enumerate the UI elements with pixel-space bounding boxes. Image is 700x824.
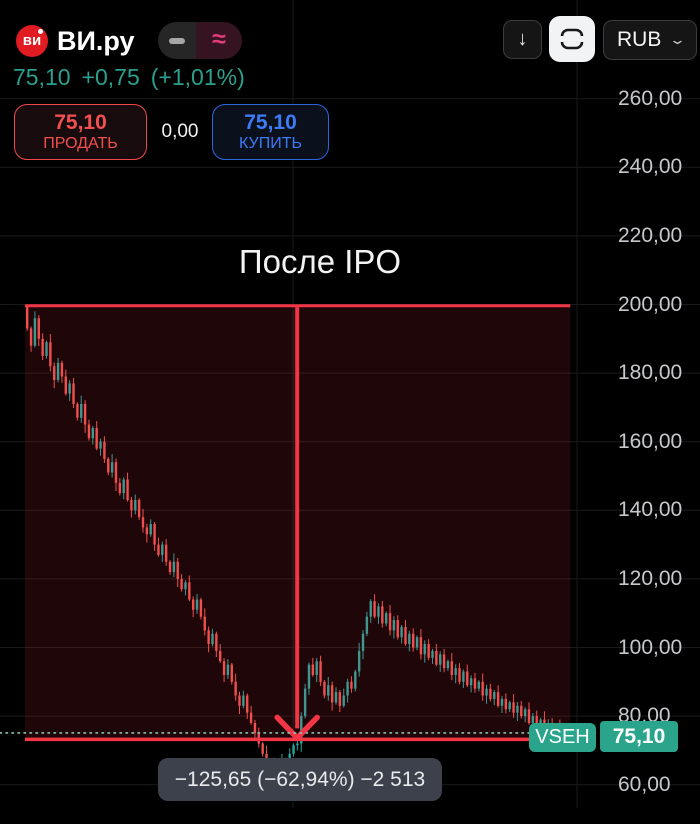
sell-button[interactable]: 75,10 ПРОДАТЬ xyxy=(14,104,147,160)
current-price-tag: 75,10 xyxy=(600,721,678,752)
measurement-tooltip: −125,65 (−62,94%) −2 513 xyxy=(158,758,442,801)
toggle-line-option[interactable] xyxy=(158,22,196,59)
quote-row: 75,10 +0,75 (+1,01%) xyxy=(13,64,245,91)
measure-arrow-icon xyxy=(274,714,320,741)
y-axis-label: 220,00 xyxy=(618,223,683,247)
fullscreen-button[interactable] xyxy=(549,16,595,62)
buy-label: КУПИТЬ xyxy=(239,134,302,152)
price-change: +0,75 xyxy=(81,64,140,90)
y-axis-label: 160,00 xyxy=(618,429,683,453)
spread-value: 0,00 xyxy=(161,121,199,142)
approx-icon: ≈ xyxy=(212,24,226,53)
last-price: 75,10 xyxy=(13,64,71,90)
toggle-wave-option[interactable]: ≈ xyxy=(196,22,242,59)
logo-dot-icon xyxy=(38,29,43,34)
y-axis-label: 200,00 xyxy=(618,292,683,316)
logo-text: ви xyxy=(22,32,42,49)
dash-icon xyxy=(169,37,185,44)
chart-annotation-title: После IPO xyxy=(238,243,402,280)
chart-style-toggle[interactable]: ≈ xyxy=(158,22,242,59)
symbol-title: ВИ.ру xyxy=(57,26,135,56)
buy-button[interactable]: 75,10 КУПИТЬ xyxy=(212,104,329,160)
currency-label: RUB xyxy=(617,28,662,51)
download-button[interactable]: ↓ xyxy=(503,20,542,59)
currency-dropdown[interactable]: RUB ⌄ xyxy=(603,20,697,60)
y-axis-label: 240,00 xyxy=(618,155,683,179)
price-change-percent: (+1,01%) xyxy=(150,64,245,90)
chevron-down-icon: ⌄ xyxy=(668,32,687,47)
buy-price: 75,10 xyxy=(244,110,297,134)
instrument-logo: ви xyxy=(16,25,48,57)
sell-price: 75,10 xyxy=(54,110,107,134)
y-axis-label: 140,00 xyxy=(618,498,683,522)
measure-tool[interactable] xyxy=(25,304,571,742)
y-axis-label: 120,00 xyxy=(618,566,683,590)
y-axis-label: 260,00 xyxy=(618,86,683,110)
sell-label: ПРОДАТЬ xyxy=(43,134,118,152)
y-axis-label: 180,00 xyxy=(618,361,683,385)
symbol-tag: VSEH xyxy=(529,723,596,752)
y-axis-label: 100,00 xyxy=(618,635,683,659)
frame-icon xyxy=(560,28,584,50)
down-arrow-icon: ↓ xyxy=(517,28,528,50)
y-axis-label: 60,00 xyxy=(618,772,671,796)
